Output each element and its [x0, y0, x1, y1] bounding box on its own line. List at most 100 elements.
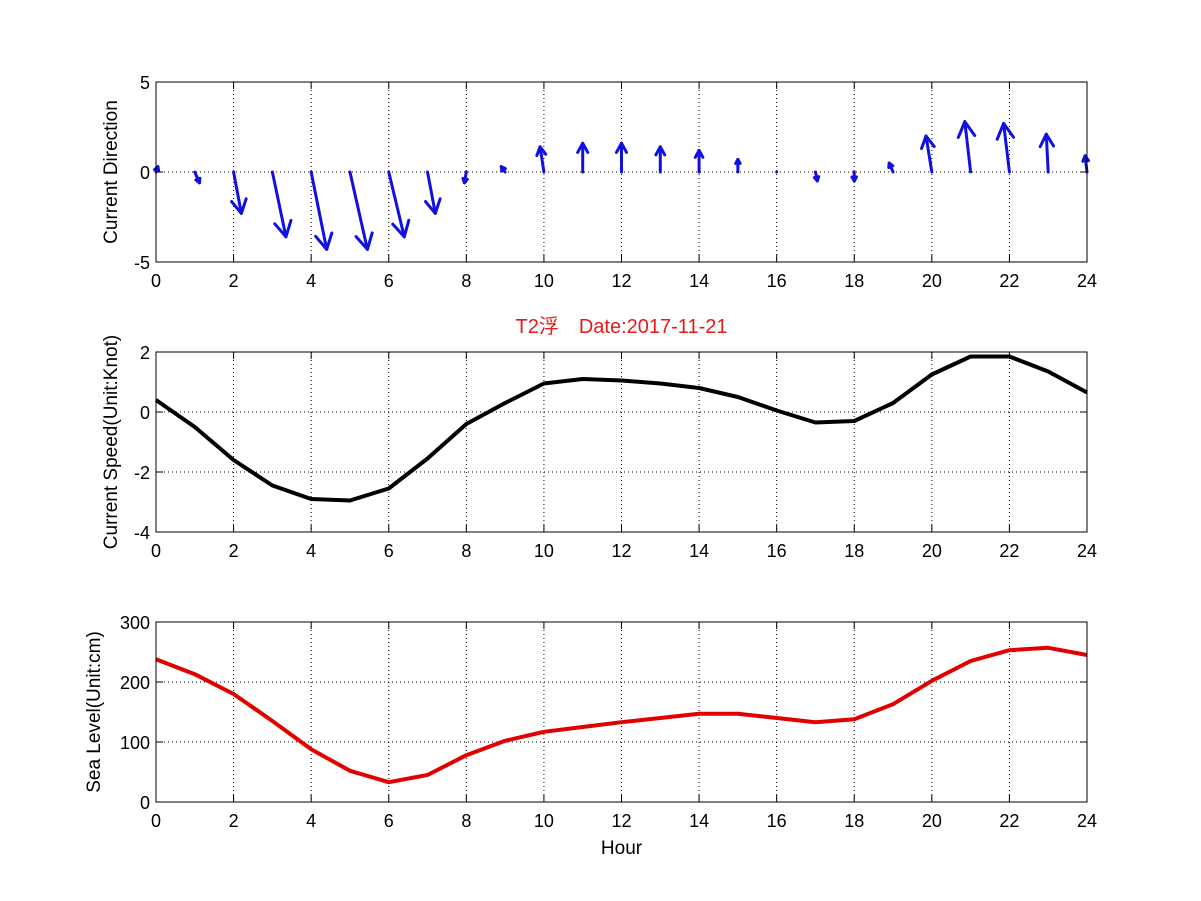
quiver-arrow-head: [354, 231, 374, 251]
current-speed-line: [154, 354, 1088, 503]
quiver-arrow-head: [499, 165, 507, 173]
quiver-arrow-head: [887, 161, 895, 170]
quiver-arrow-shaft: [538, 145, 546, 174]
sea-level-xtick-label: 18: [844, 811, 864, 831]
quiver-arrow: [230, 170, 248, 215]
quiver-arrow-shaft: [387, 170, 406, 239]
quiver-arrow-head: [424, 197, 442, 215]
current-speed-ytick-label: -4: [134, 523, 150, 543]
current-speed-ylabel: Current Speed(Unit:Knot): [101, 335, 122, 549]
current-speed-xtick-label: 8: [461, 541, 471, 561]
quiver-arrow: [850, 170, 858, 183]
quiver-arrow: [270, 170, 293, 239]
current-speed-xtick-label: 14: [689, 541, 709, 561]
quiver-arrow-shaft: [348, 170, 369, 251]
quiver-arrow: [887, 161, 895, 174]
current-speed-xtick-label: 16: [767, 541, 787, 561]
quiver-arrow-head: [920, 134, 936, 151]
quiver-arrow: [995, 121, 1016, 174]
current-speed-ytick-label: 2: [140, 343, 150, 363]
current-speed-xtick-label: 22: [999, 541, 1019, 561]
sea-level-xtick-label: 12: [611, 811, 631, 831]
quiver-arrow: [734, 157, 742, 174]
current-direction-ylabel: Current Direction: [101, 100, 122, 244]
quiver-arrow-head: [230, 197, 248, 215]
quiver-arrow-shaft: [963, 120, 973, 174]
current-direction-ytick-label: 5: [140, 73, 150, 93]
quiver-arrow-shaft: [309, 170, 329, 251]
quiver-arrow-shaft: [270, 170, 288, 239]
sea-level-ytick-label: 300: [120, 613, 150, 633]
current-direction-xtick-label: 8: [461, 271, 471, 291]
sea-level-xtick-label: 10: [534, 811, 554, 831]
sea-level-ytick-label: 100: [120, 733, 150, 753]
quiver-arrow: [348, 170, 374, 251]
current-speed-xtick-label: 20: [922, 541, 942, 561]
sea-level-xtick-label: 24: [1077, 811, 1097, 831]
current-direction-xtick-label: 12: [611, 271, 631, 291]
sea-level-xtick-label: 22: [999, 811, 1019, 831]
quiver-arrow: [920, 134, 936, 174]
quiver-arrow-shaft: [1044, 132, 1050, 174]
current-direction-ytick-label: 0: [140, 163, 150, 183]
current-speed-xtick-label: 6: [384, 541, 394, 561]
quiver-arrow-head: [693, 148, 705, 159]
sea-level-xtick-label: 20: [922, 811, 942, 831]
quiver-arrow: [309, 170, 334, 251]
sea-level-line: [155, 645, 1088, 785]
quiver-arrow-head: [956, 120, 977, 139]
sea-level-ytick-label: 200: [120, 673, 150, 693]
quiver-arrow: [1038, 132, 1056, 174]
sea-level-xlabel: Hour: [601, 838, 643, 859]
quiver-arrow: [956, 120, 977, 174]
current-direction-xtick-label: 10: [534, 271, 554, 291]
current-speed-xtick-label: 10: [534, 541, 554, 561]
current-speed-xtick-label: 4: [306, 541, 316, 561]
chart-title: T2浮 Date:2017-11-21: [516, 315, 728, 338]
current-speed-series: [154, 354, 1088, 503]
quiver-arrow-head: [535, 145, 548, 158]
quiver-arrow-head: [614, 141, 629, 154]
quiver-arrow-head: [273, 218, 293, 239]
sea-level-xtick-label: 14: [689, 811, 709, 831]
sea-level-xtick-label: 0: [151, 811, 161, 831]
current-direction-panel: 0 2 4 6 8 10 12 14 16 18 20 22 24-505 Current Direct…: [101, 73, 1097, 291]
quiver-arrow-head: [734, 157, 742, 165]
quiver-arrow: [576, 141, 590, 174]
quiver-arrow-shaft: [1002, 121, 1011, 174]
sea-level-xtick-label: 2: [229, 811, 239, 831]
quiver-arrow-head: [194, 176, 202, 185]
quiver-arrow: [654, 145, 667, 174]
sea-level-xtick-label: 8: [461, 811, 471, 831]
current-speed-panel: 0 2 4 6 8 10 12 14 16 18 20 22 24-4-202 Current Spee…: [101, 335, 1097, 561]
quiver-arrow: [812, 170, 821, 183]
quiver-arrow: [424, 170, 442, 215]
quiver-arrow: [693, 148, 705, 174]
current-direction-xtick-label: 0: [151, 271, 161, 291]
sea-level-series: [155, 645, 1088, 785]
current-speed-xtick-label: 24: [1077, 541, 1097, 561]
quiver-arrow: [193, 170, 202, 185]
current-speed-ticks: 0 2 4 6 8 10 12 14 16 18 20 22 24-4-202: [134, 343, 1097, 561]
quiver-arrow-head: [850, 175, 858, 183]
quiver-arrow: [461, 170, 469, 185]
current-speed-ytick-label: 0: [140, 403, 150, 423]
quiver-arrow-head: [1038, 132, 1056, 149]
quiver-arrow: [387, 170, 411, 239]
current-speed-xtick-label: 12: [611, 541, 631, 561]
quiver-arrow: [614, 141, 629, 174]
quiver-arrow-head: [812, 175, 821, 183]
current-direction-xtick-label: 24: [1077, 271, 1097, 291]
sea-level-xtick-label: 4: [306, 811, 316, 831]
quiver-arrow: [153, 165, 161, 174]
sea-level-xtick-label: 16: [767, 811, 787, 831]
current-direction-xtick-label: 6: [384, 271, 394, 291]
current-direction-ticks: 0 2 4 6 8 10 12 14 16 18 20 22 24-505: [134, 73, 1097, 291]
current-direction-xtick-label: 16: [767, 271, 787, 291]
current-direction-ytick-label: -5: [134, 253, 150, 273]
current-direction-xtick-label: 22: [999, 271, 1019, 291]
quiver-arrow: [499, 165, 507, 174]
